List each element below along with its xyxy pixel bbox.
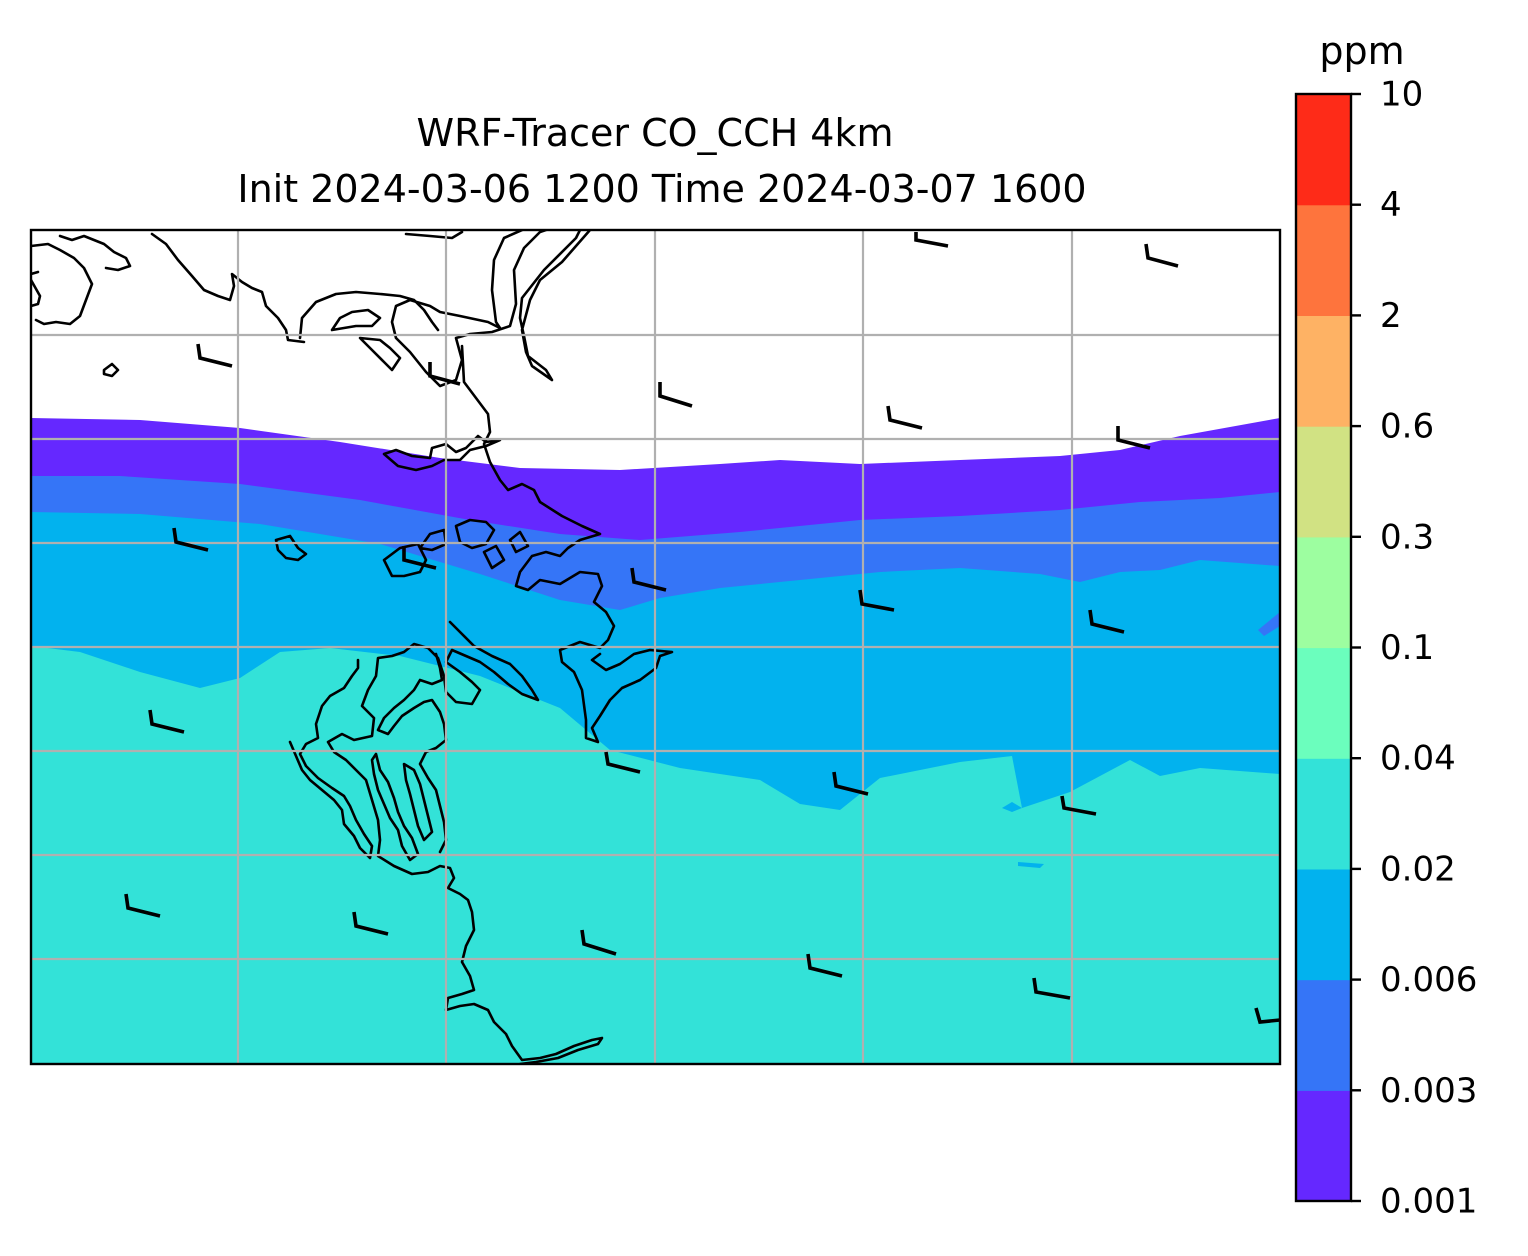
colorbar-segment bbox=[1296, 315, 1351, 427]
map-frame bbox=[29, 228, 1282, 1066]
contour-band-patch bbox=[1002, 802, 1022, 812]
colorbar-tick-label: 10 bbox=[1380, 75, 1423, 115]
colorbar-tick-label: 2 bbox=[1380, 296, 1402, 336]
chart-title: WRF-Tracer CO_CCH 4km bbox=[417, 111, 894, 155]
colorbar-segment bbox=[1296, 868, 1351, 981]
wind-barb bbox=[1116, 426, 1151, 450]
colorbar-segment bbox=[1296, 426, 1351, 538]
colorbar-tick-label: 0.3 bbox=[1380, 517, 1434, 557]
wind-barb bbox=[352, 911, 389, 936]
colorbar: ppm 0.001 0.003 0.006 0.02 0.04 0.1 0.3 0.6 2 4 10 bbox=[1294, 29, 1477, 1222]
colorbar-tick-label: 0.003 bbox=[1380, 1071, 1477, 1111]
colorbar-segment bbox=[1296, 1090, 1351, 1202]
wind-barb bbox=[1088, 609, 1125, 634]
wind-barb bbox=[658, 382, 693, 408]
colorbar-segment bbox=[1296, 94, 1351, 206]
colorbar-tick-label: 0.001 bbox=[1380, 1182, 1477, 1222]
graticule bbox=[31, 230, 1280, 1064]
wind-barbs bbox=[124, 232, 1280, 1024]
colorbar-tick-label: 0.1 bbox=[1380, 628, 1434, 668]
wind-barb bbox=[886, 405, 923, 430]
colorbar-segment bbox=[1296, 536, 1351, 649]
wind-barb bbox=[604, 751, 641, 774]
wind-barb bbox=[1060, 795, 1097, 816]
wind-barb bbox=[428, 362, 461, 386]
contour-band-patch bbox=[1018, 862, 1044, 868]
colorbar-segment bbox=[1296, 204, 1351, 316]
wind-barb bbox=[580, 929, 617, 956]
colorbar-tick-label: 0.006 bbox=[1380, 960, 1477, 1000]
map-panel bbox=[31, 230, 1280, 1064]
coastline-main bbox=[390, 230, 674, 744]
wind-barb bbox=[1144, 243, 1179, 268]
coastline-north bbox=[31, 230, 464, 372]
colorbar-segment bbox=[1296, 758, 1351, 870]
colorbar-tick-label: 0.6 bbox=[1380, 407, 1434, 447]
wind-barb bbox=[1032, 977, 1071, 1000]
wind-barb bbox=[196, 343, 233, 368]
coastline-peninsula bbox=[326, 620, 604, 1064]
wind-barb bbox=[630, 567, 667, 592]
contour-band-patch bbox=[1258, 612, 1280, 636]
wind-barb bbox=[148, 709, 185, 734]
wind-barb bbox=[914, 232, 949, 248]
colorbar-segment bbox=[1296, 647, 1351, 759]
wind-barb bbox=[858, 589, 895, 612]
colorbar-tick-label: 0.02 bbox=[1380, 849, 1456, 889]
colorbar-tick-label: 0.04 bbox=[1380, 739, 1456, 779]
wind-barb bbox=[832, 771, 869, 796]
wind-barb bbox=[1254, 1007, 1280, 1024]
wind-barb bbox=[402, 546, 437, 570]
wind-barb bbox=[172, 527, 209, 552]
coastline-fjords bbox=[370, 652, 448, 862]
wind-barb bbox=[806, 953, 843, 978]
wind-barb bbox=[124, 893, 161, 918]
chart-subtitle: Init 2024-03-06 1200 Time 2024-03-07 160… bbox=[237, 167, 1086, 211]
colorbar-units: ppm bbox=[1319, 29, 1404, 73]
colorbar-tick-label: 4 bbox=[1380, 185, 1402, 225]
colorbar-segment bbox=[1296, 979, 1351, 1091]
